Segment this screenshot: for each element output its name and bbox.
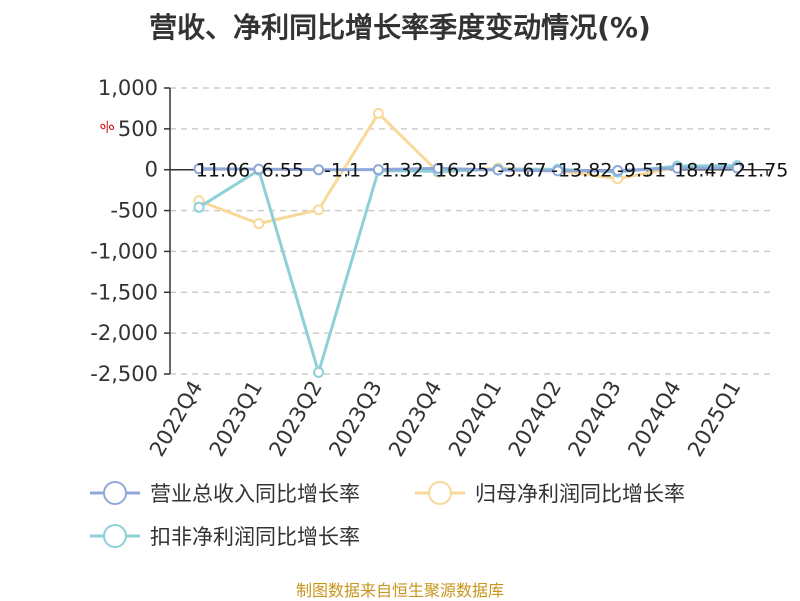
y-tick-label: 500 (118, 117, 158, 141)
series-lines (193, 107, 743, 378)
legend-label: 归母净利润同比增长率 (475, 482, 685, 506)
data-label: -1.1 (324, 160, 361, 182)
data-point (432, 162, 444, 174)
y-tick-label: -500 (110, 199, 158, 223)
y-tick-label: -1,500 (90, 280, 158, 304)
data-source-note: 制图数据来自恒生聚源数据库 (295, 581, 504, 600)
x-tick-label: 2023Q3 (324, 377, 386, 461)
data-point (612, 164, 624, 176)
data-label: 11.06 (196, 160, 250, 182)
data-label: 1.32 (381, 160, 423, 182)
data-point (313, 366, 325, 378)
data-point (372, 164, 384, 176)
series-line (198, 166, 738, 173)
chart-title: 营收、净利同比增长率季度变动情况(%) (149, 11, 651, 44)
data-point (492, 164, 504, 176)
y-tick-label: -2,000 (90, 321, 158, 345)
data-point (313, 204, 325, 216)
data-labels: 11.06 6.55 -1.1 1.32 16.25 -3.67 -13.82 -9.51 18… (196, 160, 789, 182)
data-point (671, 162, 683, 174)
data-point (372, 107, 384, 119)
legend-marker (103, 481, 127, 505)
x-tick-labels: 2022Q42023Q12023Q22023Q32023Q42024Q12024… (145, 377, 746, 461)
data-point (193, 201, 205, 213)
data-label: 6.55 (262, 160, 304, 182)
axes (169, 88, 770, 374)
data-label: -9.51 (617, 160, 666, 182)
legend-item[interactable]: 归母净利润同比增长率 (415, 481, 685, 506)
y-tick-label: -1,000 (90, 239, 158, 263)
data-point (253, 163, 265, 175)
data-label: 21.75 (734, 160, 788, 182)
legend-item[interactable]: 扣非净利润同比增长率 (90, 524, 360, 549)
legend-marker (103, 524, 127, 548)
x-tick-label: 2024Q4 (623, 377, 685, 461)
data-point (193, 163, 205, 175)
x-tick-label: 2025Q1 (683, 377, 745, 461)
y-tick-label: -2,500 (90, 362, 158, 386)
data-point (313, 164, 325, 176)
legend-label: 扣非净利润同比增长率 (150, 525, 360, 549)
legend-label: 营业总收入同比增长率 (150, 482, 360, 506)
x-tick-label: 2022Q4 (145, 377, 207, 461)
series-line (198, 164, 738, 374)
x-tick-label: 2023Q2 (264, 377, 326, 461)
data-label: 16.25 (435, 160, 489, 182)
data-point (731, 162, 743, 174)
x-tick-label: 2023Q4 (384, 377, 446, 461)
grid-lines (164, 87, 770, 375)
x-tick-label: 2024Q1 (444, 377, 506, 461)
data-point (253, 218, 265, 230)
legend-marker (428, 481, 452, 505)
data-label: 18.47 (674, 160, 728, 182)
y-tick-label: 1,000 (98, 76, 158, 100)
data-label: -13.82 (551, 160, 612, 182)
y-unit-label: % (98, 118, 118, 139)
y-tick-labels: 1,000 500 0 -500 -1,000 -1,500 -2,000 -2,500 (90, 76, 158, 386)
data-point (552, 165, 564, 177)
y-tick-label: 0 (145, 158, 158, 182)
x-tick-label: 2024Q2 (504, 377, 566, 461)
data-label: -3.67 (497, 160, 546, 182)
legend-item[interactable]: 营业总收入同比增长率 (90, 481, 360, 506)
x-tick-label: 2024Q3 (563, 377, 625, 461)
x-tick-label: 2023Q1 (205, 377, 267, 461)
